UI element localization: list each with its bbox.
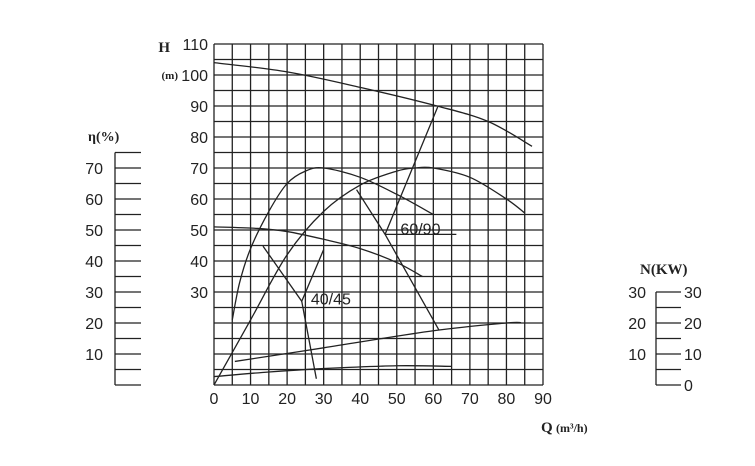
power-tick-label-right: 10 [684, 347, 702, 364]
x-tick-label: 80 [498, 391, 516, 408]
efficiency-axis-label: η(%) [88, 130, 120, 145]
h-tick-label: 90 [190, 99, 208, 116]
x-tick-label: 0 [210, 391, 219, 408]
labels: 0 10 20 30 40 50 60 70 80 9030405060708090100110H… [85, 37, 702, 436]
curves [213, 61, 533, 386]
efficiency-tick-label: 50 [85, 223, 103, 240]
leader-line-40-45 [301, 301, 317, 379]
efficiency-tick-label: 40 [85, 254, 103, 271]
efficiency-curve-60-90 [213, 166, 526, 386]
power-tick-label-left: 10 [628, 347, 646, 364]
h-tick-label: 100 [181, 68, 208, 85]
h-tick-label: 110 [182, 37, 208, 54]
h-tick-label: 30 [190, 285, 208, 302]
h-tick-label: 80 [190, 130, 208, 147]
efficiency-curve-40-45 [231, 167, 434, 321]
power-tick-label-left: 30 [628, 285, 646, 302]
efficiency-tick-label: 60 [85, 192, 103, 209]
h-tick-label: 40 [190, 254, 208, 271]
x-axis-label: Q [541, 420, 553, 436]
h-tick-label: 70 [190, 161, 208, 178]
power-curve-60-90 [234, 321, 522, 363]
power-tick-label-right: 30 [684, 285, 702, 302]
x-tick-label: 40 [351, 391, 369, 408]
x-tick-label: 90 [534, 391, 552, 408]
efficiency-tick-label: 10 [85, 347, 103, 364]
head-curve-40-45 [213, 226, 423, 278]
efficiency-tick-label: 70 [85, 161, 103, 178]
efficiency-tick-label: 20 [85, 316, 103, 333]
model-label-40-45: 40/45 [311, 291, 351, 308]
efficiency-tick-label: 30 [85, 285, 103, 302]
x-tick-label: 10 [242, 391, 260, 408]
x-tick-label: 20 [278, 391, 296, 408]
axes [114, 151, 681, 386]
leader-line-60-90 [384, 106, 439, 235]
power-curve-40-45 [213, 365, 452, 378]
head-curve-60-90 [213, 61, 533, 147]
power-axis-label: N(KW) [640, 262, 688, 278]
power-tick-label-right: 0 [684, 378, 693, 395]
h-tick-label: 60 [190, 192, 208, 209]
x-tick-label: 30 [315, 391, 333, 408]
h-axis-label: H [158, 40, 170, 56]
x-axis-unit: (m³/h) [556, 421, 588, 435]
x-tick-label: 70 [461, 391, 479, 408]
grid [213, 43, 544, 386]
x-tick-label: 60 [424, 391, 442, 408]
power-tick-label-left: 20 [628, 316, 646, 333]
h-tick-label: 50 [190, 223, 208, 240]
h-axis-unit: (m) [162, 70, 179, 82]
power-tick-label-right: 20 [684, 316, 702, 333]
model-label-60-90: 60/90 [400, 222, 440, 239]
x-tick-label: 50 [388, 391, 406, 408]
